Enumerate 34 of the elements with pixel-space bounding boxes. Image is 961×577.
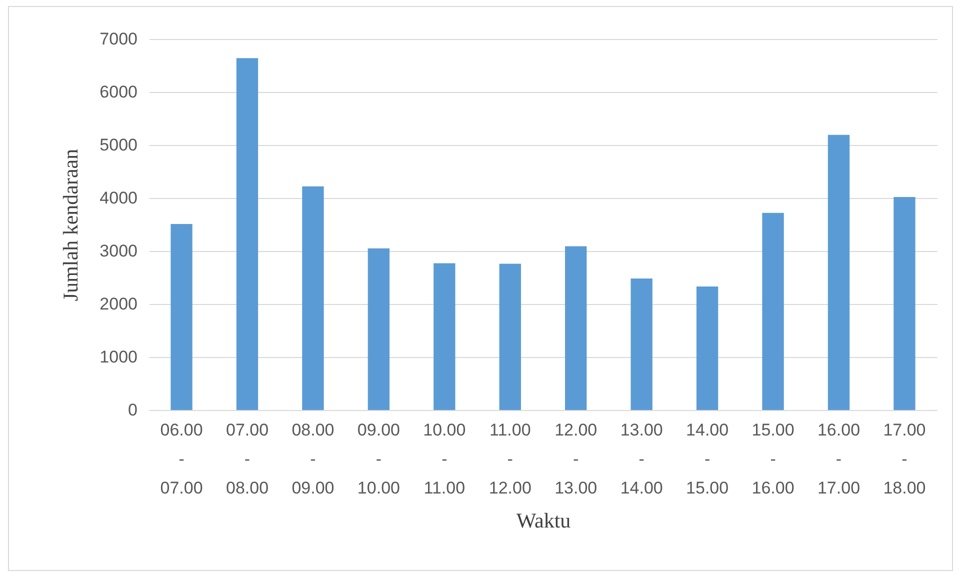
bar (170, 224, 192, 410)
bar (368, 248, 390, 410)
bar (499, 264, 521, 410)
x-tick-label: 06.00 - 07.00 (160, 420, 203, 498)
x-tick-label: 08.00 - 09.00 (292, 420, 334, 498)
bar (565, 246, 587, 410)
y-tick-label: 6000 (100, 82, 138, 102)
x-tick-label: 07.00 - 08.00 (226, 420, 269, 498)
x-tick-label: 09.00 - 10.00 (357, 420, 400, 498)
y-tick-label: 3000 (100, 242, 138, 260)
y-tick-label: 0 (128, 400, 138, 420)
x-tick-label: 15.00 - 16.00 (752, 420, 794, 498)
bar (696, 286, 718, 410)
x-tick-label: 16.00 - 17.00 (817, 420, 860, 498)
bar (828, 134, 850, 410)
y-tick-label: 4000 (100, 188, 138, 208)
bar (762, 212, 784, 410)
x-tick-label: 13.00 - 14.00 (620, 420, 663, 498)
y-tick-label: 2000 (100, 294, 138, 314)
y-tick-label: 5000 (100, 136, 138, 154)
bar (630, 278, 652, 410)
x-tick-label: 14.00 - 15.00 (686, 420, 729, 498)
y-tick-label: 1000 (100, 348, 138, 366)
x-tick-label: 10.00 - 11.00 (423, 420, 466, 498)
y-axis-title: Jumlah kendaraan (58, 148, 83, 302)
x-tick-label: 12.00 - 13.00 (554, 420, 598, 498)
bar (302, 186, 324, 410)
bar (236, 58, 258, 410)
bar (434, 263, 456, 410)
x-tick-label: 17.00 - 18.00 (883, 420, 926, 498)
bar (894, 196, 916, 410)
x-tick-label: 11.00 - 12.00 (488, 420, 532, 498)
y-tick-label: 7000 (100, 30, 138, 48)
x-axis-title: Waktu (516, 508, 572, 532)
